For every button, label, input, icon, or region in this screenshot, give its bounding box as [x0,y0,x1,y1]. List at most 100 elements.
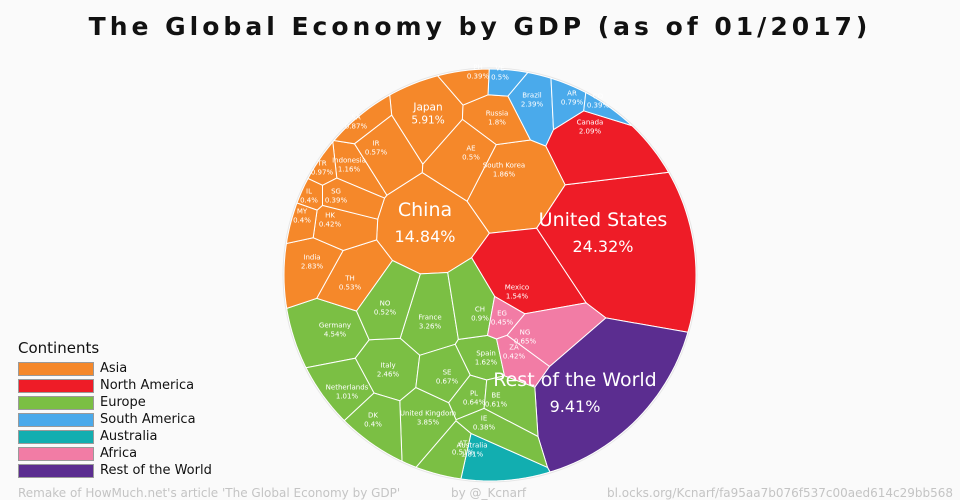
cell-name-label: VE [495,65,504,73]
footer-author: by @_Kcnarf [451,486,527,500]
legend-swatch [18,429,94,444]
cell-name-label: HK [325,212,335,220]
cell-united-states [536,171,697,333]
cell-value-label: 2.83% [301,263,324,271]
cell-ie [455,407,549,469]
cell-name-label: United Kingdom [400,410,456,418]
cell-dk [343,392,403,462]
legend-item: Rest of the World [18,462,212,479]
cell-name-label: Rest of the World [493,369,656,391]
cell-name-label: CH [475,306,485,314]
cell-value-label: 4.54% [324,331,347,339]
cell-value-label: 1.16% [338,166,361,174]
cell-value-label: 0.52% [374,309,397,317]
cell-il [296,177,323,211]
cell-name-label: BE [491,392,500,400]
cell-name-label: IE [481,415,488,423]
cell-name-label: IL [306,188,312,196]
cell-name-label: Mexico [505,284,529,292]
cell-value-label: 5.91% [411,115,444,127]
footer-url: bl.ocks.org/Kcnarf/fa95aa7b076f537c00aed… [607,486,954,500]
footer-source-note: Remake of HowMuch.net's article 'The Glo… [18,486,401,500]
treemap-cells [283,68,697,482]
cell-name-label: SE [443,369,452,377]
cell-sa [333,94,393,145]
cell-name-label: Netherlands [326,384,369,392]
legend-title: Continents [18,339,100,357]
cell-za [496,334,551,388]
legend-swatch [18,463,94,478]
legend-label: Africa [100,446,138,461]
cell-no [355,259,421,341]
cell-value-label: 0.53% [339,284,362,292]
cell-value-label: 0.65% [514,338,537,346]
cell-name-label: United States [539,209,668,231]
legend-item: South America [18,411,212,428]
cell-value-label: 0.45% [491,319,514,327]
cell-value-label: 0.61% [485,401,508,409]
cell-name-label: PH [473,64,483,72]
cell-name-label: Australia [457,442,488,450]
cell-value-label: 1.8% [488,119,506,127]
legend-label: Asia [100,361,128,376]
cell-name-label: Italy [380,362,395,370]
legend-item: Europe [18,394,212,411]
cell-name-label: Canada [577,119,604,127]
cell-name-label: ZA [509,344,519,352]
legend-label: Europe [100,395,146,410]
cell-value-label: 0.39% [587,102,610,110]
cell-value-label: 0.5% [462,154,480,162]
legend-item: North America [18,377,212,394]
cell-name-label: NG [520,329,531,337]
cell-name-label: Spain [476,350,496,358]
cell-canada [545,110,670,186]
legend-item: Asia [18,360,212,377]
treemap-labels: United States 24.32% China 14.84% Rest of th… [293,64,667,459]
cell-name-label: AE [466,145,475,153]
cell-value-label: 0.9% [471,315,489,323]
cell-name-label: AT [459,440,468,448]
cell-name-label: South Korea [483,162,525,170]
cell-co [583,91,633,127]
cell-ar [550,77,587,131]
cell-name-label: Germany [319,322,351,330]
cell-name-label: EG [497,310,507,318]
cell-name-label: IR [373,140,380,148]
legend-label: Australia [100,429,158,444]
cell-be [483,375,539,438]
cell-name-label: AR [567,90,577,98]
cell-my [285,202,318,245]
cell-value-label: 1.81% [461,451,484,459]
cell-name-label: NO [380,300,391,308]
cell-name-label: France [418,314,441,322]
cell-value-label: 0.4% [300,197,318,205]
legend-label: North America [100,378,195,393]
legend-label: Rest of the World [100,463,212,478]
cell-ir [353,114,424,196]
cell-name-label: MY [297,208,308,216]
legend-swatch [18,446,94,461]
cell-value-label: 1.01% [336,393,359,401]
cell-name-label: PL [470,390,478,398]
cell-value-label: 0.97% [311,169,334,177]
cell-sg [322,177,386,220]
cell-name-label: DK [368,412,378,420]
cell-value-label: 0.4% [364,421,382,429]
cell-value-label: 0.42% [319,221,342,229]
cell-ph [436,68,490,106]
legend-rows: Asia North America Europe South America Aust… [18,360,212,479]
cell-value-label: 1.54% [506,293,529,301]
cell-name-label: SG [331,188,341,196]
cell-name-label: Brazil [522,92,542,100]
cell-name-label: China [398,199,452,221]
legend-swatch [18,395,94,410]
cell-ae [421,118,497,202]
cell-value-label: 0.42% [503,353,526,361]
cell-name-label: Japan [412,102,442,114]
cell-ve [487,68,529,97]
cell-value-label: 0.57% [365,149,388,157]
cell-name-label: Russia [486,110,509,118]
cell-netherlands [305,357,375,422]
cell-value-label: 0.39% [467,73,490,81]
